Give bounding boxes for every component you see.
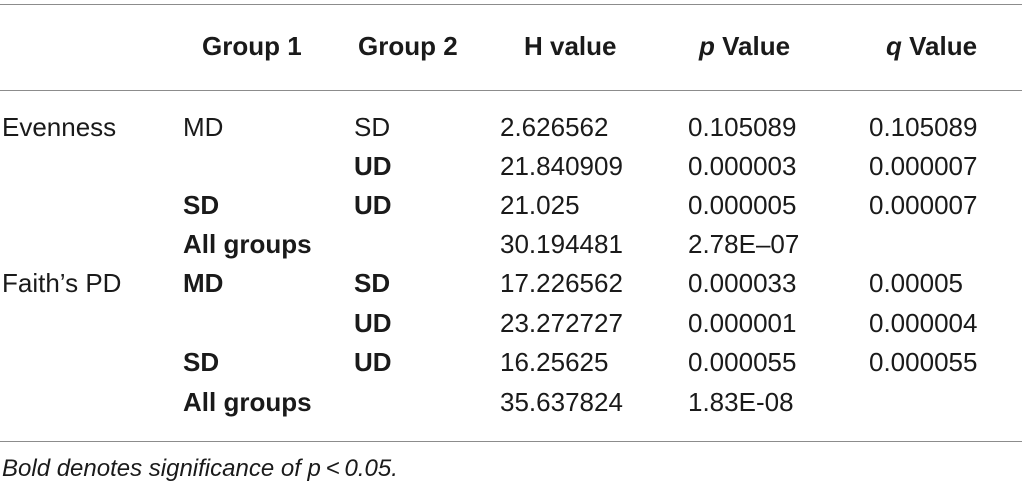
cell-group-1: SD (183, 190, 220, 220)
cell-group-2: UD (354, 347, 392, 377)
cell-group-1: SD (183, 347, 220, 377)
cell-h-value: 17.226562 (500, 268, 623, 298)
cell-q-value: 0.000055 (869, 347, 978, 377)
cell-group-1: MD (183, 268, 224, 298)
cell-group-2: UD (354, 308, 392, 338)
cell-group-2: SD (354, 112, 391, 142)
cell-group-2: SD (354, 268, 391, 298)
cell-group-1: All groups (183, 229, 312, 259)
cell-metric: Faith’s PD (2, 268, 122, 298)
cell-metric: Evenness (2, 112, 117, 142)
header-p-letter: p (699, 31, 715, 61)
cell-p-value: 0.000003 (688, 151, 797, 181)
cell-q-value: 0.000004 (869, 308, 978, 338)
table-top-rule (0, 4, 1022, 5)
cell-h-value: 2.626562 (500, 112, 609, 142)
header-group-2: Group 2 (358, 31, 458, 61)
cell-p-value: 0.000033 (688, 268, 797, 298)
cell-h-value: 35.637824 (500, 387, 623, 417)
cell-p-value: 2.78E–07 (688, 229, 800, 259)
cell-q-value: 0.105089 (869, 112, 978, 142)
cell-p-value: 0.000001 (688, 308, 797, 338)
footnote-expression: p < 0.05. (307, 455, 398, 482)
cell-p-value: 0.105089 (688, 112, 797, 142)
table-bottom-rule (0, 441, 1022, 442)
cell-h-value: 21.840909 (500, 151, 623, 181)
cell-group-1: All groups (183, 387, 312, 417)
header-p-value: p Value (699, 31, 790, 61)
table-footnote: Bold denotes significance of p < 0.05. (2, 455, 398, 483)
cell-q-value: 0.000007 (869, 190, 978, 220)
cell-q-value: 0.00005 (869, 268, 963, 298)
cell-group-1: MD (183, 112, 224, 142)
cell-q-value: 0.000007 (869, 151, 978, 181)
header-group-1: Group 1 (202, 31, 302, 61)
cell-p-value: 0.000055 (688, 347, 797, 377)
cell-h-value: 23.272727 (500, 308, 623, 338)
cell-h-value: 21.025 (500, 190, 580, 220)
cell-h-value: 30.194481 (500, 229, 623, 259)
header-h-value: H value (524, 31, 617, 61)
header-q-letter: q (886, 31, 902, 61)
footnote-prefix: Bold denotes significance of (2, 455, 308, 482)
cell-h-value: 16.25625 (500, 347, 609, 377)
header-q-value: q Value (886, 31, 977, 61)
cell-p-value: 1.83E-08 (688, 387, 794, 417)
header-divider-rule (0, 90, 1022, 91)
cell-group-2: UD (354, 190, 392, 220)
header-q-rest: Value (901, 31, 978, 61)
header-p-rest: Value (714, 31, 791, 61)
cell-group-2: UD (354, 151, 392, 181)
cell-p-value: 0.000005 (688, 190, 797, 220)
